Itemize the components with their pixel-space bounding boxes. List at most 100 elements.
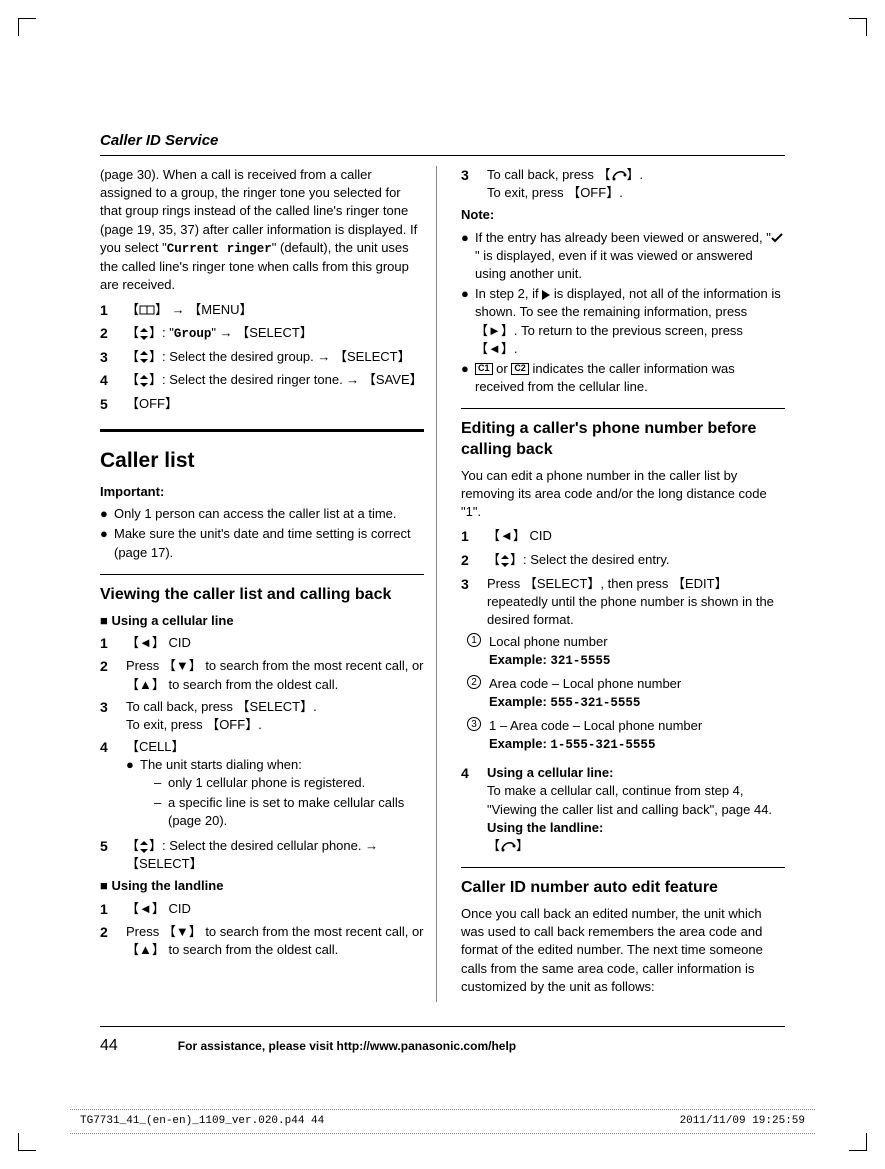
print-metadata: TG7731_41_(en-en)_1109_ver.020.p44 44 20… — [70, 1109, 815, 1134]
step-body: 【】: "Group" → 【SELECT】 — [126, 324, 424, 344]
step-3: 3 Press 【SELECT】, then press 【EDIT】 repe… — [461, 575, 785, 630]
page-content: Caller ID Service (page 30). When a call… — [0, 0, 885, 1057]
step-num: 1 — [100, 301, 126, 321]
step-3: 3 To call back, press 【】.To exit, press … — [461, 166, 785, 202]
subsection-divider — [461, 408, 785, 409]
crop-mark-tl — [18, 18, 36, 36]
ringer-steps: 1 【】 → 【MENU】 2 【】: "Group" → 【SELECT】 3… — [100, 301, 424, 415]
talk-icon — [500, 841, 516, 853]
check-icon — [771, 233, 783, 243]
c2-icon: C2 — [511, 363, 529, 375]
intro-paragraph: (page 30). When a call is received from … — [100, 166, 424, 295]
subsection-divider — [100, 574, 424, 575]
step-body: 【】: Select the desired ringer tone. → 【S… — [126, 371, 424, 391]
step-body: 【◄】 CID — [126, 634, 424, 654]
step-body: Press 【▼】 to search from the most recent… — [126, 923, 424, 959]
circled-1-icon: 1 — [467, 633, 481, 647]
step-num: 2 — [100, 324, 126, 344]
viewing-heading: Viewing the caller list and calling back — [100, 585, 424, 606]
bullet-icon: ● — [126, 756, 140, 831]
print-timestamp: 2011/11/09 19:25:59 — [680, 1114, 805, 1129]
list-item: ●In step 2, if is displayed, not all of … — [461, 285, 785, 358]
edit-steps: 1 【◄】 CID 2 【】: Select the desired entry… — [461, 527, 785, 629]
crop-mark-br — [849, 1133, 867, 1151]
step-body: 【◄】 CID — [487, 527, 785, 547]
circled-3-icon: 3 — [467, 717, 481, 731]
step-body: To call back, press 【】.To exit, press 【O… — [487, 166, 785, 202]
print-file: TG7731_41_(en-en)_1109_ver.020.p44 44 — [80, 1114, 680, 1129]
c1-icon: C1 — [475, 363, 493, 375]
format-text: Local phone numberExample: 321-5555 — [489, 633, 610, 671]
list-item: ● The unit starts dialing when: –only 1 … — [126, 756, 424, 831]
crop-mark-bl — [18, 1133, 36, 1151]
cellular-steps: 1 【◄】 CID 2 Press 【▼】 to search from the… — [100, 634, 424, 874]
bullet-text: C1 or C2 indicates the caller informatio… — [475, 360, 785, 396]
step-num: 3 — [100, 698, 126, 734]
step-body: 【CELL】 ● The unit starts dialing when: –… — [126, 738, 424, 833]
step-2: 2 Press 【▼】 to search from the most rece… — [100, 657, 424, 693]
cellular-text: To make a cellular call, continue from s… — [487, 783, 772, 816]
format-item: 3 1 – Area code – Local phone numberExam… — [467, 717, 785, 755]
nav-icon — [139, 841, 149, 853]
header-rule — [100, 155, 785, 156]
nav-icon — [500, 555, 510, 567]
step-num: 2 — [100, 923, 126, 959]
cellular-label: Using a cellular line: — [487, 765, 613, 780]
landline-label: Using the landline: — [487, 820, 603, 835]
editing-heading: Editing a caller's phone number before c… — [461, 419, 785, 461]
dash-text: a specific line is set to make cellular … — [168, 794, 424, 830]
sub-list: ● The unit starts dialing when: –only 1 … — [126, 756, 424, 831]
page-footer: 44 For assistance, please visit http://w… — [100, 1035, 785, 1057]
format-item: 1 Local phone numberExample: 321-5555 — [467, 633, 785, 671]
section-divider — [100, 429, 424, 432]
step-5: 5 【】: Select the desired cellular phone.… — [100, 837, 424, 873]
subsection-divider — [461, 867, 785, 868]
step-num: 1 — [461, 527, 487, 547]
intro-mono: Current ringer — [167, 242, 272, 256]
edit-intro: You can edit a phone number in the calle… — [461, 467, 785, 522]
step-1: 1 【】 → 【MENU】 — [100, 301, 424, 321]
page-number: 44 — [100, 1035, 118, 1057]
important-list: ●Only 1 person can access the caller lis… — [100, 505, 424, 562]
edit-step-4: 4 Using a cellular line: To make a cellu… — [461, 764, 785, 855]
step-2: 2 【】: Select the desired entry. — [461, 551, 785, 571]
auto-edit-heading: Caller ID number auto edit feature — [461, 878, 785, 899]
step-body: 【OFF】 — [126, 395, 424, 415]
dash-list: –only 1 cellular phone is registered. –a… — [154, 774, 424, 830]
bullet-text: Make sure the unit's date and time setti… — [114, 525, 424, 561]
format-item: 2 Area code – Local phone numberExample:… — [467, 675, 785, 713]
bullet-text: Only 1 person can access the caller list… — [114, 505, 424, 523]
step-num: 4 — [100, 371, 126, 391]
format-text: Area code – Local phone numberExample: 5… — [489, 675, 681, 713]
nav-icon — [139, 328, 149, 340]
footer-text: For assistance, please visit http://www.… — [178, 1038, 516, 1055]
using-cellular-label: ■ Using a cellular line — [100, 612, 424, 630]
step-2: 2 【】: "Group" → 【SELECT】 — [100, 324, 424, 344]
format-text: 1 – Area code – Local phone numberExampl… — [489, 717, 702, 755]
step-1: 1 【◄】 CID — [100, 900, 424, 920]
bullet-icon: ● — [461, 229, 475, 284]
crop-mark-tr — [849, 18, 867, 36]
step-1: 1 【◄】 CID — [100, 634, 424, 654]
circled-2-icon: 2 — [467, 675, 481, 689]
list-item: –a specific line is set to make cellular… — [154, 794, 424, 830]
dash-icon: – — [154, 774, 168, 792]
step-body: Press 【SELECT】, then press 【EDIT】 repeat… — [487, 575, 785, 630]
talk-icon — [611, 170, 627, 182]
two-column-layout: (page 30). When a call is received from … — [100, 166, 785, 1002]
step-num: 4 — [100, 738, 126, 833]
step-body: To call back, press 【SELECT】.To exit, pr… — [126, 698, 424, 734]
step-num: 3 — [461, 166, 487, 202]
step-body: 【】: Select the desired entry. — [487, 551, 785, 571]
bullet-icon: ● — [100, 505, 114, 523]
list-item: ●C1 or C2 indicates the caller informati… — [461, 360, 785, 396]
bullet-text: In step 2, if is displayed, not all of t… — [475, 285, 785, 358]
landline-steps: 1 【◄】 CID 2 Press 【▼】 to search from the… — [100, 900, 424, 960]
bullet-text: The unit starts dialing when: –only 1 ce… — [140, 756, 424, 831]
using-landline-label: ■ Using the landline — [100, 877, 424, 895]
dash-text: only 1 cellular phone is registered. — [168, 774, 365, 792]
step-num: 5 — [100, 395, 126, 415]
step-num: 1 — [100, 900, 126, 920]
list-item: –only 1 cellular phone is registered. — [154, 774, 424, 792]
right-column: 3 To call back, press 【】.To exit, press … — [455, 166, 785, 1002]
